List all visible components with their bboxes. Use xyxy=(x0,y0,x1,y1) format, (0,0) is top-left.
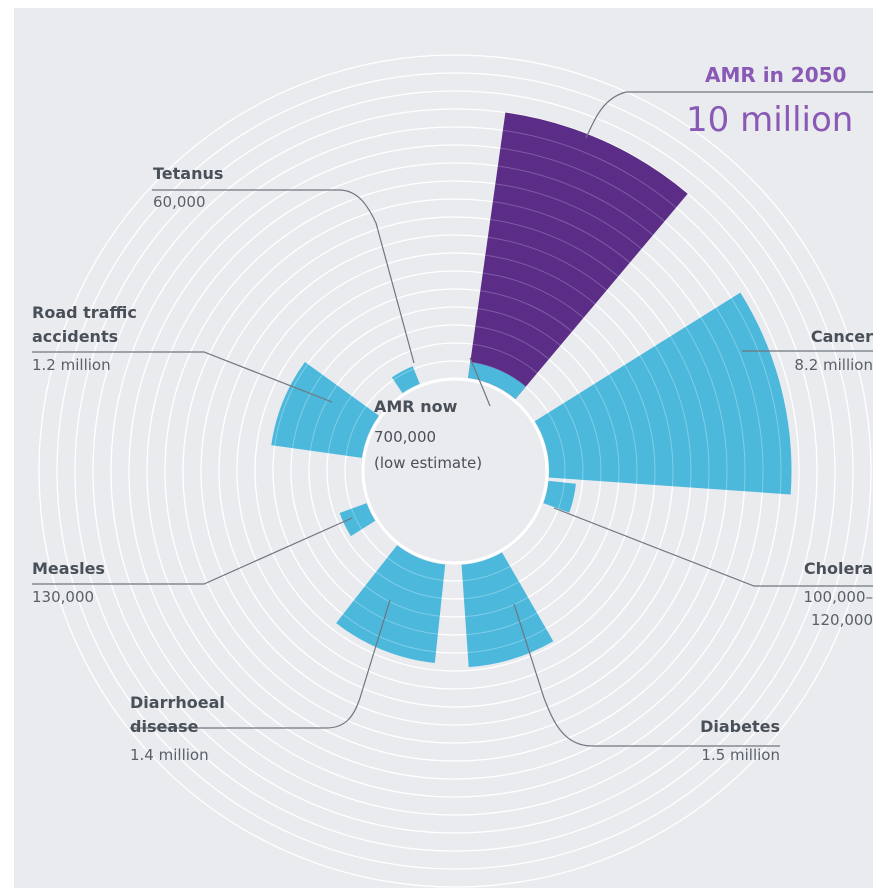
wedge-ring-divider xyxy=(345,406,367,456)
leader-cholera xyxy=(553,507,873,587)
amr-now-name-label: AMR now xyxy=(374,397,458,416)
wedge-ring-divider xyxy=(593,383,620,483)
wedge-road-traffic-accidents xyxy=(271,361,379,458)
wedge-ring-divider xyxy=(700,317,746,492)
wedge-diabetes xyxy=(461,552,554,668)
wedge-ring-divider xyxy=(563,402,584,480)
wedge-ring-divider xyxy=(492,201,631,264)
wedge-ring-divider xyxy=(480,290,573,332)
cancer-value-label: 8.2 million xyxy=(794,356,873,374)
diarrhoeal-name-label-2: disease xyxy=(130,717,199,736)
wedge-ring-divider xyxy=(495,183,642,250)
wedge-ring-divider xyxy=(351,508,363,530)
wedge-ring-divider xyxy=(557,482,565,509)
amr2050-value-label: 10 million xyxy=(686,100,853,140)
cancer-name-label: Cancer xyxy=(811,327,873,346)
wedge-ring-divider xyxy=(463,581,520,600)
amr2050-name-label: AMR in 2050 xyxy=(705,63,846,87)
wedge-ring-divider xyxy=(342,614,437,653)
diabetes-name-label: Diabetes xyxy=(700,717,780,736)
wedge-ring-divider xyxy=(472,343,538,374)
wedge-tetanus xyxy=(391,366,420,394)
wedge-measles xyxy=(339,503,376,537)
leader-road xyxy=(32,351,333,403)
grid-ring xyxy=(92,108,818,834)
wedge-ring-divider xyxy=(639,355,674,487)
wedge-amr-in-2050 xyxy=(468,112,688,399)
wedge-ring-divider xyxy=(477,308,561,346)
radial-chart: AMR in 2050 10 million Tetanus 60,000 Ro… xyxy=(32,54,873,888)
wedge-ring-divider xyxy=(386,557,444,581)
diarrhoeal-value-label: 1.4 million xyxy=(130,746,209,764)
grid-ring xyxy=(110,126,800,816)
wedge-ring-divider xyxy=(547,412,566,479)
wedge-ring-divider xyxy=(500,147,665,222)
wedge-ring-divider xyxy=(375,571,442,599)
wedge-ring-divider xyxy=(654,345,692,488)
amr-deaths-infographic: AMR in 2050 10 million Tetanus 60,000 Ro… xyxy=(14,8,873,888)
wedge-diarrhoeal-disease xyxy=(336,545,446,663)
wedge-ring-divider xyxy=(485,254,596,305)
cholera-value-label-2: 120,000 xyxy=(811,611,873,629)
wedge-ring-divider xyxy=(309,384,338,451)
tetanus-value-label: 60,000 xyxy=(153,193,206,211)
wedge-ring-divider xyxy=(465,597,529,618)
wedge-ring-divider xyxy=(487,236,608,291)
tetanus-name-label: Tetanus xyxy=(153,164,223,183)
wedge-ring-divider xyxy=(731,297,782,494)
wedge-ring-divider xyxy=(669,336,710,489)
wedge-ring-divider xyxy=(715,307,764,493)
wedge-ring-divider xyxy=(274,363,309,446)
diarrhoeal-name-label-1: Diarrhoeal xyxy=(130,693,225,712)
wedge-ring-divider xyxy=(467,628,547,654)
amr-now-value-label: 700,000 xyxy=(374,428,436,446)
leader-amr2050-top xyxy=(585,91,873,139)
leader-measles xyxy=(32,517,353,585)
wedge-ring-divider xyxy=(353,599,438,635)
wedge-ring-divider xyxy=(497,165,654,236)
leader-amr2050 xyxy=(469,357,491,407)
wedge-ring-divider xyxy=(578,393,602,482)
measles-name-label: Measles xyxy=(32,559,105,578)
grid-ring xyxy=(74,90,836,852)
wedge-ring-divider xyxy=(608,374,638,484)
wedge-ring-divider xyxy=(327,395,352,454)
leader-lines xyxy=(32,91,873,747)
road-name-label-1: Road traffic xyxy=(32,303,137,322)
wedge-ring-divider xyxy=(393,368,414,381)
wedge-ring-divider xyxy=(475,325,550,360)
road-name-label-2: accidents xyxy=(32,327,118,346)
leader-diarrhoeal xyxy=(130,599,391,729)
wedge-ring-divider xyxy=(462,565,511,582)
wedge-ring-divider xyxy=(292,374,323,449)
wedge-amr-now xyxy=(468,362,526,399)
cholera-name-label: Cholera xyxy=(804,559,873,578)
road-value-label: 1.2 million xyxy=(32,356,111,374)
wedge-ring-divider xyxy=(502,129,677,208)
measles-value-label: 130,000 xyxy=(32,588,94,606)
wedge-ring-divider xyxy=(624,364,656,485)
wedges xyxy=(271,112,792,668)
leader-diabetes xyxy=(513,603,780,747)
wedge-ring-divider xyxy=(466,612,538,636)
wedge-ring-divider xyxy=(490,218,619,277)
leader-tetanus xyxy=(152,189,415,364)
diabetes-value-label: 1.5 million xyxy=(701,746,780,764)
cholera-value-label-1: 100,000– xyxy=(803,588,873,606)
grid-ring xyxy=(38,54,872,888)
wedge-ring-divider xyxy=(482,272,584,319)
wedge-ring-divider xyxy=(685,326,728,491)
center-hub xyxy=(361,377,549,565)
amr-now-note-label: (low estimate) xyxy=(374,454,482,472)
grid-ring xyxy=(56,72,854,870)
wedge-cholera xyxy=(543,480,576,513)
wedge-ring-divider xyxy=(364,585,440,617)
